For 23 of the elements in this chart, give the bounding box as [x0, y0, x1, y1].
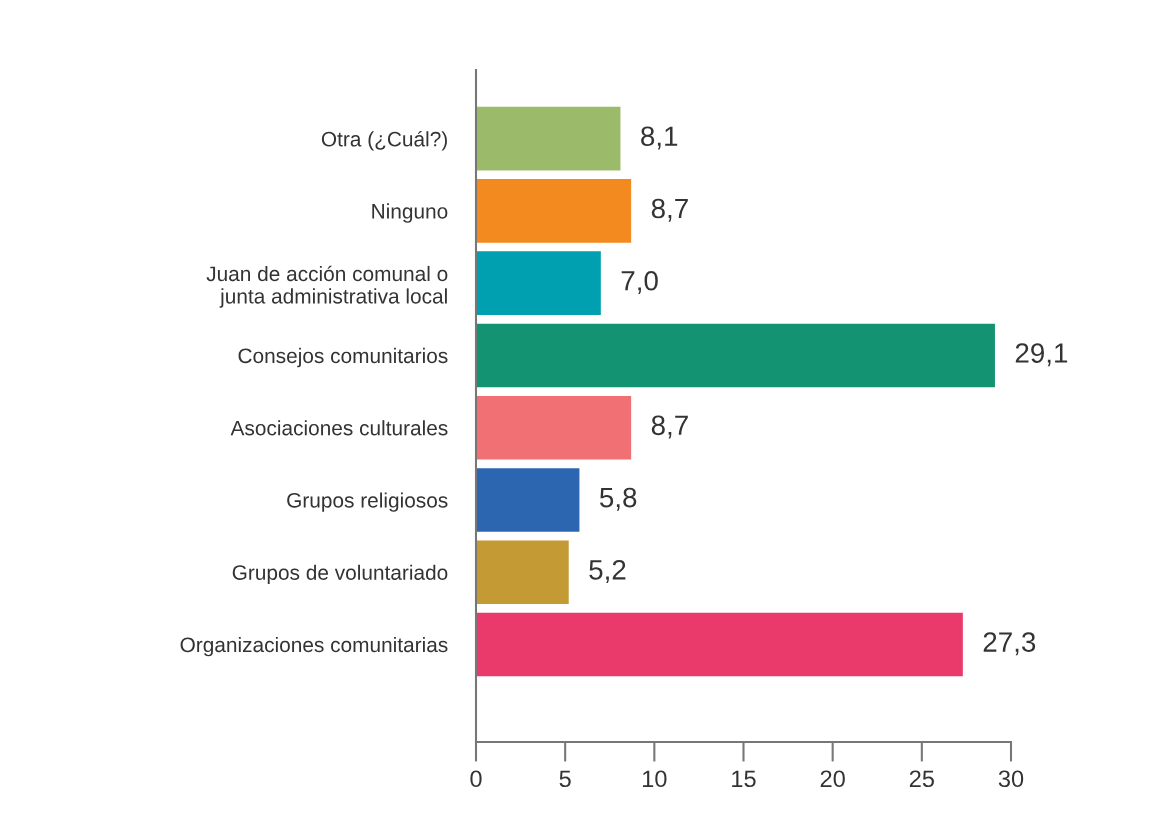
x-tick-label: 20 [820, 770, 845, 788]
x-tick-label: 30 [998, 770, 1024, 788]
data-label: 8,1 [641, 126, 678, 150]
x-tick-label: 10 [643, 770, 667, 788]
data-label: 8,7 [651, 415, 688, 439]
y-tick-label: Grupos de voluntariado [232, 564, 448, 585]
data-label: 27,3 [983, 632, 1036, 656]
y-tick-label: Organizaciones comunitarias [180, 636, 448, 657]
y-tick-label: Grupos religiosos [287, 492, 448, 512]
data-label: 8,7 [651, 198, 688, 222]
y-tick-label: Asociaciones culturales [230, 420, 448, 436]
data-label: 5,2 [589, 559, 626, 583]
x-tick-label: 5 [559, 770, 571, 788]
y-tick-label: Juan de acción comunal o junta administrativa local [206, 265, 448, 308]
x-tick-label: 25 [909, 770, 934, 788]
y-tick-label: Otra (¿Cuál?) [321, 130, 447, 151]
x-tick-label: 15 [732, 770, 756, 788]
y-tick-label: Ninguno [372, 203, 448, 223]
y-tick-label: Consejos comunitarios [238, 347, 448, 368]
data-label: 7,0 [621, 270, 658, 294]
x-tick-label: 0 [470, 770, 482, 788]
data-label: 29,1 [1015, 343, 1068, 367]
data-label: 5,8 [599, 487, 637, 511]
